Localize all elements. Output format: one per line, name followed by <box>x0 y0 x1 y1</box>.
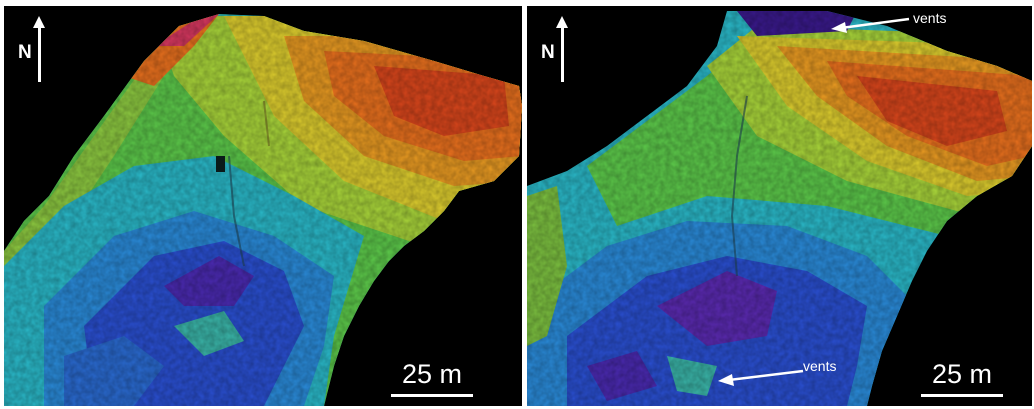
north-arrow-icon <box>556 16 568 28</box>
bathymetry-map-right <box>527 11 1032 406</box>
vents-arrow-icon <box>718 369 804 386</box>
north-arrow: N <box>541 14 571 84</box>
north-label: N <box>18 42 32 63</box>
bathymetry-panel-left: N 25 m <box>4 6 522 406</box>
north-arrow-icon <box>33 16 45 28</box>
vents-label: vents <box>803 358 837 374</box>
vents-annotation-bottom: vents <box>715 358 855 388</box>
scale-bar-line <box>921 394 1003 397</box>
vents-label: vents <box>913 10 947 26</box>
scale-bar-line <box>391 394 473 397</box>
scale-label: 25 m <box>401 359 463 389</box>
north-label: N <box>541 42 555 63</box>
vents-annotation-top: vents <box>827 10 967 34</box>
scale-bar: 25 m <box>387 359 477 399</box>
scale-label: 25 m <box>931 359 993 389</box>
north-arrow: N <box>18 14 48 84</box>
vents-arrow-icon <box>831 17 910 33</box>
bathymetry-map-left <box>4 14 522 406</box>
bathymetry-panel-right: N vents vents 25 m <box>527 6 1032 406</box>
scale-bar: 25 m <box>917 359 1007 399</box>
